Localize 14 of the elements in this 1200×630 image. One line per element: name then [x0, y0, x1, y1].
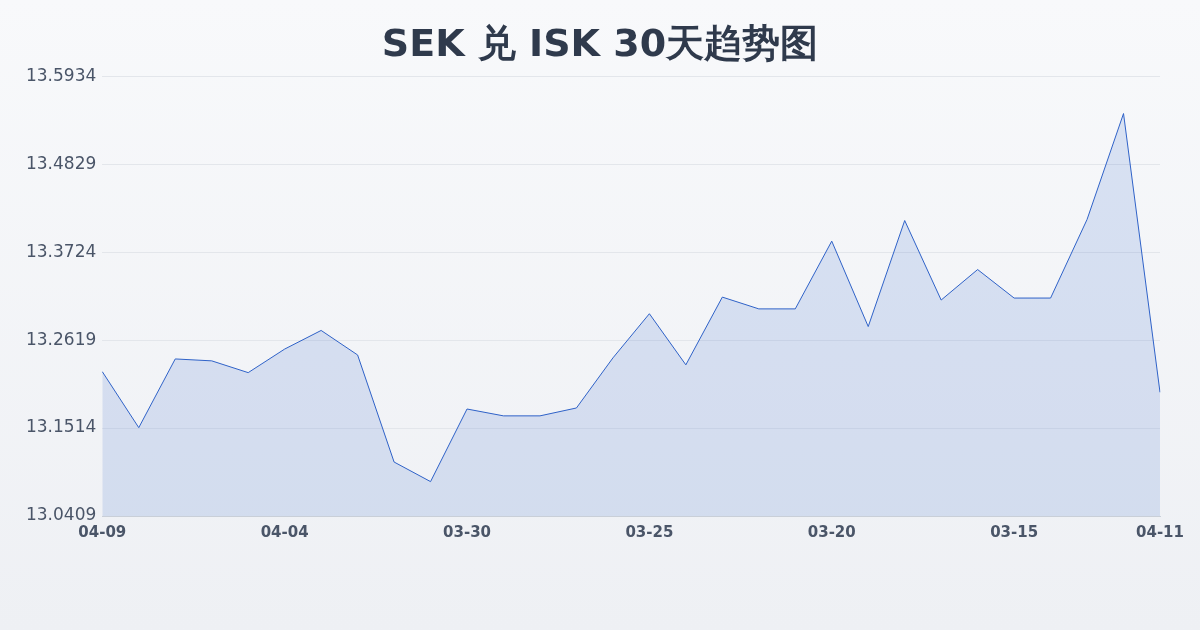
- x-tick-label: 04-04: [260, 522, 309, 541]
- y-tick-label: 13.3724: [25, 240, 97, 261]
- x-tick-label: 04-11: [1136, 522, 1184, 541]
- y-tick-label: 13.4829: [25, 152, 97, 173]
- x-tick-label: 03-20: [807, 522, 856, 541]
- x-tick-label: 03-15: [990, 522, 1039, 541]
- y-tick-label: 13.5934: [25, 64, 97, 85]
- x-tick-label: 04-09: [78, 522, 127, 541]
- y-tick-label: 13.2619: [25, 328, 97, 349]
- chart-title: SEK 兑 ISK 30天趋势图: [381, 21, 819, 65]
- x-tick-label: 03-25: [625, 522, 674, 541]
- y-tick-label: 13.0409: [25, 504, 97, 525]
- x-tick-label: 03-30: [443, 522, 492, 541]
- y-tick-label: 13.1514: [25, 416, 97, 437]
